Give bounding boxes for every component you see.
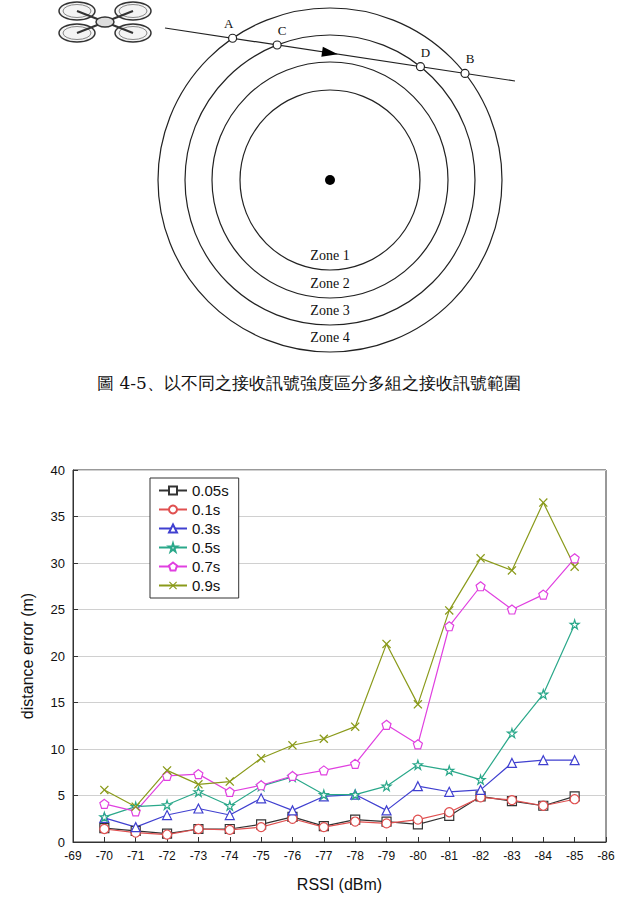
svg-text:-83: -83 bbox=[503, 849, 521, 863]
svg-text:-86: -86 bbox=[597, 849, 615, 863]
svg-text:30: 30 bbox=[51, 556, 65, 571]
svg-text:-71: -71 bbox=[127, 849, 145, 863]
svg-text:-69: -69 bbox=[64, 849, 82, 863]
svg-text:Zone 1: Zone 1 bbox=[310, 248, 349, 263]
svg-text:0.1s: 0.1s bbox=[192, 501, 220, 518]
svg-text:10: 10 bbox=[51, 742, 65, 757]
svg-text:-81: -81 bbox=[441, 849, 459, 863]
html-text:圖 4-5、以不同之接收訊號強度區分多組之接收訊號範圍: 圖 4-5、以不同之接收訊號強度區分多組之接收訊號範圍 bbox=[97, 373, 521, 393]
svg-text:Zone 4: Zone 4 bbox=[310, 330, 349, 345]
svg-text:0.5s: 0.5s bbox=[192, 539, 220, 556]
svg-text:Zone 2: Zone 2 bbox=[310, 276, 349, 291]
svg-text:0.9s: 0.9s bbox=[192, 577, 220, 594]
svg-text:A: A bbox=[224, 16, 234, 31]
svg-text:-77: -77 bbox=[315, 849, 333, 863]
svg-text:RSSI (dBm): RSSI (dBm) bbox=[297, 876, 382, 893]
svg-text:20: 20 bbox=[51, 649, 65, 664]
svg-text:0.7s: 0.7s bbox=[192, 558, 220, 575]
svg-text:-85: -85 bbox=[566, 849, 584, 863]
svg-text:distance error (m): distance error (m) bbox=[19, 593, 36, 719]
svg-text:15: 15 bbox=[51, 695, 65, 710]
svg-text:D: D bbox=[421, 45, 430, 60]
svg-text:0.3s: 0.3s bbox=[192, 520, 220, 537]
svg-text:-80: -80 bbox=[409, 849, 427, 863]
svg-text:40: 40 bbox=[51, 463, 65, 478]
svg-text:25: 25 bbox=[51, 602, 65, 617]
svg-text:-72: -72 bbox=[158, 849, 176, 863]
svg-text:-82: -82 bbox=[472, 849, 490, 863]
svg-text:0: 0 bbox=[58, 835, 65, 850]
svg-text:-74: -74 bbox=[221, 849, 239, 863]
svg-text:0.05s: 0.05s bbox=[192, 482, 229, 499]
svg-text:5: 5 bbox=[58, 788, 65, 803]
svg-text:-73: -73 bbox=[190, 849, 208, 863]
svg-text:35: 35 bbox=[51, 509, 65, 524]
svg-text:Zone 3: Zone 3 bbox=[310, 303, 349, 318]
svg-text:-76: -76 bbox=[284, 849, 302, 863]
svg-text:-70: -70 bbox=[96, 849, 114, 863]
svg-text:-84: -84 bbox=[535, 849, 553, 863]
svg-text:-79: -79 bbox=[378, 849, 396, 863]
svg-text:-78: -78 bbox=[347, 849, 365, 863]
svg-text:C: C bbox=[278, 23, 287, 38]
svg-text:B: B bbox=[466, 51, 475, 66]
svg-text:-75: -75 bbox=[252, 849, 270, 863]
